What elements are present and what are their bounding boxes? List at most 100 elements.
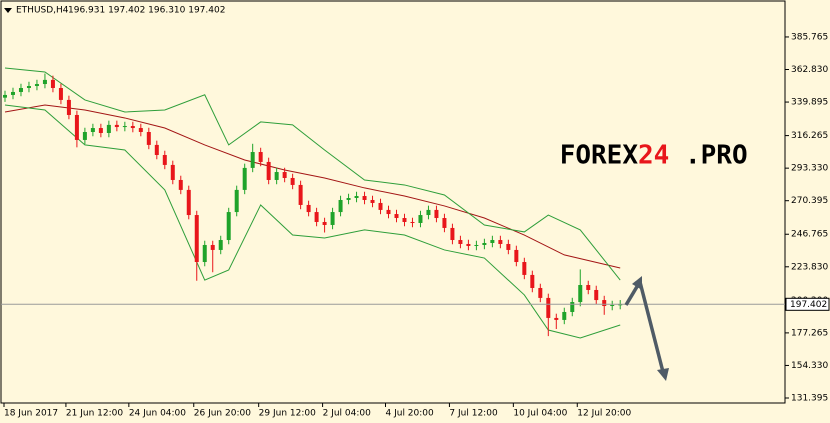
candle-body [114,124,119,128]
candle-body [482,242,487,245]
candle-body [50,79,55,89]
y-tick-label: 177.265 [791,328,828,338]
x-tick-label: 12 Jul 20:00 [577,409,631,419]
candle-body [194,215,199,263]
candle-body [322,221,327,225]
candle-body [370,199,375,203]
marks [1,36,789,407]
candle-body [210,244,215,250]
x-tick-label: 2 Jul 04:00 [323,409,372,419]
candle-body [98,128,103,133]
candle-body [42,79,47,85]
arrow-up [624,284,640,306]
candle-body [202,244,207,263]
candle-body [538,287,543,298]
chart-title: ETHUSD,H4 [16,6,69,16]
y-tick-label: 293.330 [791,164,828,174]
candle-body [250,152,255,168]
y-tick-label: 131.395 [791,393,828,403]
candle-body [418,215,423,223]
candle-body [178,179,183,190]
candle-body [506,243,511,250]
candle-body [66,99,71,115]
candle-body [586,285,591,290]
candle-body [82,132,87,140]
candle-body [130,126,135,129]
indicator-line [4,67,621,281]
y-tick-label: 154.330 [791,361,828,371]
x-tick-label: 26 Jun 20:00 [194,409,251,419]
candle-body [298,184,303,205]
candle-body [546,297,551,318]
candle-body [242,167,247,190]
x-tick-label: 18 Jun 2017 [4,409,58,419]
candle-body [410,221,415,223]
indicator-line [4,104,621,339]
watermark: FOREX [560,141,639,171]
candle-body [602,300,607,307]
candle-body [458,240,463,244]
y-tick-label: 270.395 [791,196,828,206]
candle-body [402,218,407,222]
candle-body [434,209,439,219]
y-tick-label: 362.830 [791,65,828,75]
candle-body [122,126,127,128]
y-tick-label: 246.765 [791,230,828,240]
candle-body [274,172,279,180]
candle-body [186,189,191,216]
candle-body [34,84,39,87]
y-tick-label: 385.765 [791,32,828,42]
candle-body [106,124,111,133]
candle-body [154,144,159,155]
candle-body [522,262,527,275]
candle-body [26,86,31,89]
candle-body [90,128,95,133]
candle-body [490,240,495,243]
candle-body [234,189,239,213]
candle-body [266,161,271,180]
candle-body [138,128,143,133]
x-tick-label: 24 Jun 04:00 [129,409,186,419]
candle-body [514,249,519,263]
candle-body [474,244,479,246]
x-tick-label: 4 Jul 20:00 [386,409,435,419]
candle-body [226,212,231,241]
current-price-box [785,297,830,311]
candle-body [394,214,399,219]
candle-body [290,177,295,185]
candle-body [58,88,63,100]
candle-body [442,218,447,228]
watermark: .PRO [685,141,748,171]
menu-icon[interactable] [4,8,12,13]
y-tick-label: 316.265 [791,131,828,141]
candle-body [530,274,535,288]
candle-body [426,209,431,216]
current-price-label: 197.402 [790,300,827,310]
candle-body [2,94,7,98]
y-tick-label: 223.830 [791,262,828,272]
candle-body [146,132,151,145]
candle-body [610,305,615,307]
candle-body [570,302,575,312]
candle-body [74,114,79,140]
candle-body [578,285,583,303]
candle-body [554,317,559,320]
candle-body [170,164,175,180]
candle-body [10,91,15,95]
x-tick-label: 10 Jul 04:00 [513,409,567,419]
candle-body [282,172,287,178]
watermark: 24 [638,141,669,171]
candle-body [362,196,367,200]
x-tick-label: 7 Jul 12:00 [449,409,498,419]
candle-body [18,88,23,92]
y-tick-label: 339.895 [791,98,828,108]
candle-body [314,212,319,222]
candle-body [258,152,263,162]
x-tick-label: 29 Jun 12:00 [259,409,316,419]
indicator-line [4,104,621,269]
ohlc-header: 196.931 197.402 196.310 197.402 [68,6,225,16]
candle-body [378,202,383,210]
candle-body [330,212,335,225]
candle-body [450,227,455,241]
